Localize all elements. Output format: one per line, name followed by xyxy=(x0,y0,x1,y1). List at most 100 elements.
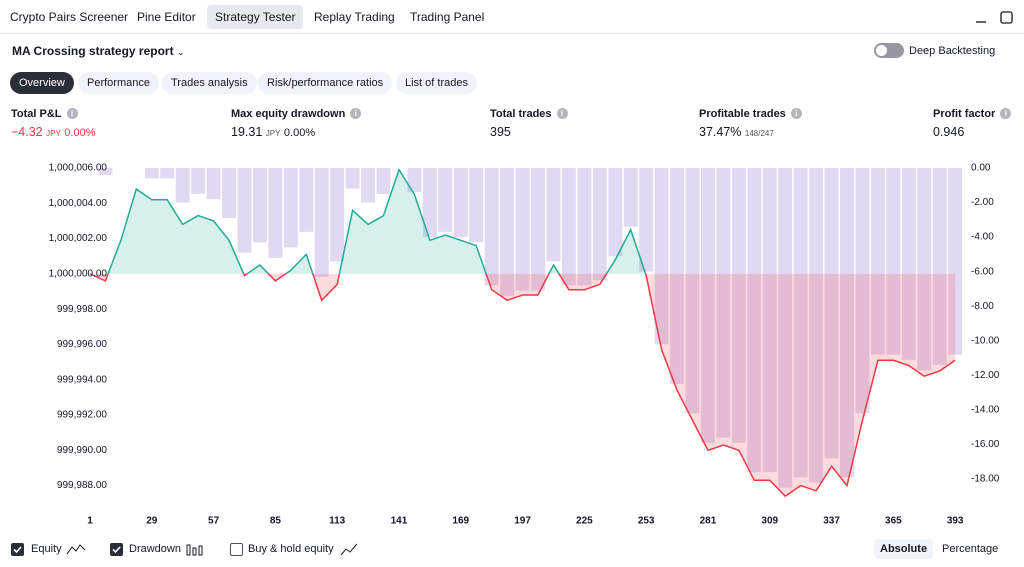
x-tick-label: 85 xyxy=(270,516,282,527)
metric-value: 19.31 JPY 0.00% xyxy=(231,125,315,139)
y-tick-label: 1,000,002.00 xyxy=(49,233,108,244)
metric-label-text: Profitable trades xyxy=(699,108,786,120)
y-tick-label: 1,000,000.00 xyxy=(49,268,108,279)
drawdown-bar xyxy=(345,167,360,189)
drawdown-bar xyxy=(98,167,113,175)
drawdown-bar xyxy=(314,167,329,277)
percent: 0.00% xyxy=(64,127,96,139)
drawdown-bar xyxy=(469,167,484,243)
x-tick-label: 169 xyxy=(452,516,469,527)
unit: JPY xyxy=(46,129,61,138)
x-tick-label: 365 xyxy=(885,516,902,527)
subtab[interactable]: Trades analysis xyxy=(162,72,257,94)
y2-tick-label: -4.00 xyxy=(971,232,994,243)
metric-value: 0.946 xyxy=(933,125,965,139)
drawdown-bar xyxy=(515,167,530,291)
y2-tick-label: -12.00 xyxy=(971,370,1000,381)
metric-label-text: Profit factor xyxy=(933,108,996,120)
metric-value: 395 xyxy=(490,125,511,139)
tab[interactable]: Pine Editor xyxy=(137,10,196,24)
y-tick-label: 999,992.00 xyxy=(57,410,107,421)
tab[interactable]: Crypto Pairs Screener xyxy=(10,10,129,24)
metric-label: Profitable trades i xyxy=(699,108,802,120)
y2-tick-label: -6.00 xyxy=(971,266,994,277)
value: 37.47% xyxy=(699,125,742,139)
tab[interactable]: Trading Panel xyxy=(410,10,485,24)
x-tick-label: 309 xyxy=(761,516,778,527)
drawdown-bar xyxy=(608,167,623,257)
equity-area xyxy=(89,169,956,497)
y2-tick-label: 0.00 xyxy=(971,163,991,174)
drawdown-bar xyxy=(592,167,607,281)
metric-value: −4.32 JPY 0.00% xyxy=(11,125,95,139)
toggle[interactable] xyxy=(874,43,904,58)
drawdown-bar xyxy=(222,167,236,219)
metric-label-text: Max equity drawdown xyxy=(231,108,346,120)
metric-label-text: Total trades xyxy=(490,108,552,120)
tab-bar xyxy=(0,0,1024,34)
x-tick-label: 281 xyxy=(700,516,717,527)
equity-icon xyxy=(66,544,86,555)
metric-label: Max equity drawdown i xyxy=(231,108,362,120)
tab[interactable]: Replay Trading xyxy=(314,10,395,24)
report-title-text: MA Crossing strategy report xyxy=(12,44,174,58)
drawdown-bar xyxy=(252,167,267,243)
checkbox[interactable] xyxy=(230,543,243,556)
x-tick-label: 141 xyxy=(391,516,408,527)
y2-tick-label: -14.00 xyxy=(971,405,1000,416)
drawdown-bar xyxy=(484,167,499,286)
y-tick-label: 999,990.00 xyxy=(57,445,107,456)
metric-label-text: Total P&L xyxy=(11,108,62,120)
subtab-active[interactable]: Overview xyxy=(10,72,74,94)
legend-label: Equity xyxy=(31,543,62,555)
mode-active[interactable]: Absolute xyxy=(874,539,934,559)
x-tick-label: 225 xyxy=(576,516,593,527)
drawdown-bar xyxy=(237,167,252,253)
legend-label: Drawdown xyxy=(129,543,181,555)
metric-label: Total trades i xyxy=(490,108,568,120)
y-tick-label: 999,994.00 xyxy=(57,374,107,385)
metric-value: 37.47% 148/247 xyxy=(699,125,774,139)
drawdown-bar xyxy=(500,167,515,296)
drawdown-bar xyxy=(160,167,175,179)
y-tick-label: 999,998.00 xyxy=(57,304,107,315)
drawdown-bar xyxy=(191,167,206,194)
x-tick-label: 393 xyxy=(947,516,964,527)
drawdown-bar xyxy=(206,167,221,200)
subtab[interactable]: Performance xyxy=(78,72,159,94)
mode[interactable]: Percentage xyxy=(942,543,999,555)
metric-label: Profit factor i xyxy=(933,108,1012,120)
x-tick-label: 113 xyxy=(329,516,346,527)
subtab[interactable]: Risk/performance ratios xyxy=(258,72,393,94)
drawdown-bar xyxy=(268,167,283,258)
tab-active[interactable]: Strategy Tester xyxy=(207,5,304,29)
drawdown-bar xyxy=(361,167,376,203)
detail: 148/247 xyxy=(744,129,774,138)
drawdown-bar xyxy=(453,167,468,238)
subtab[interactable]: List of trades xyxy=(396,72,477,94)
report-title[interactable]: MA Crossing strategy report ⌄ xyxy=(12,44,185,58)
equity-line xyxy=(89,167,956,498)
drawdown-bar xyxy=(407,167,422,193)
metric-label: Total P&L i xyxy=(11,108,78,120)
legend-label: Buy & hold equity xyxy=(248,543,334,555)
unit: JPY xyxy=(265,129,281,138)
drawdown-bar xyxy=(531,167,545,291)
y2-tick-label: -2.00 xyxy=(971,197,994,208)
value: 19.31 xyxy=(231,125,263,139)
checkbox-checked[interactable] xyxy=(110,543,123,556)
drawdown-icon xyxy=(186,544,203,556)
checkbox-checked[interactable] xyxy=(11,543,24,556)
drawdown-bar xyxy=(144,167,159,179)
toggle-label: Deep Backtesting xyxy=(909,45,996,57)
drawdown-bar xyxy=(623,167,638,227)
chart: 1,000,006.00 1,000,004.00 1,000,002.00 1,00… xyxy=(49,163,1000,527)
value: −4.32 xyxy=(11,125,43,139)
drawdown-bar xyxy=(639,167,654,272)
drawdown-bar xyxy=(546,167,561,262)
drawdown-bar xyxy=(422,167,437,238)
buy-hold-icon xyxy=(340,543,358,556)
y2-tick-label: -10.00 xyxy=(971,335,1000,346)
x-tick-label: 29 xyxy=(146,516,158,527)
window-icons[interactable] xyxy=(968,8,1018,26)
